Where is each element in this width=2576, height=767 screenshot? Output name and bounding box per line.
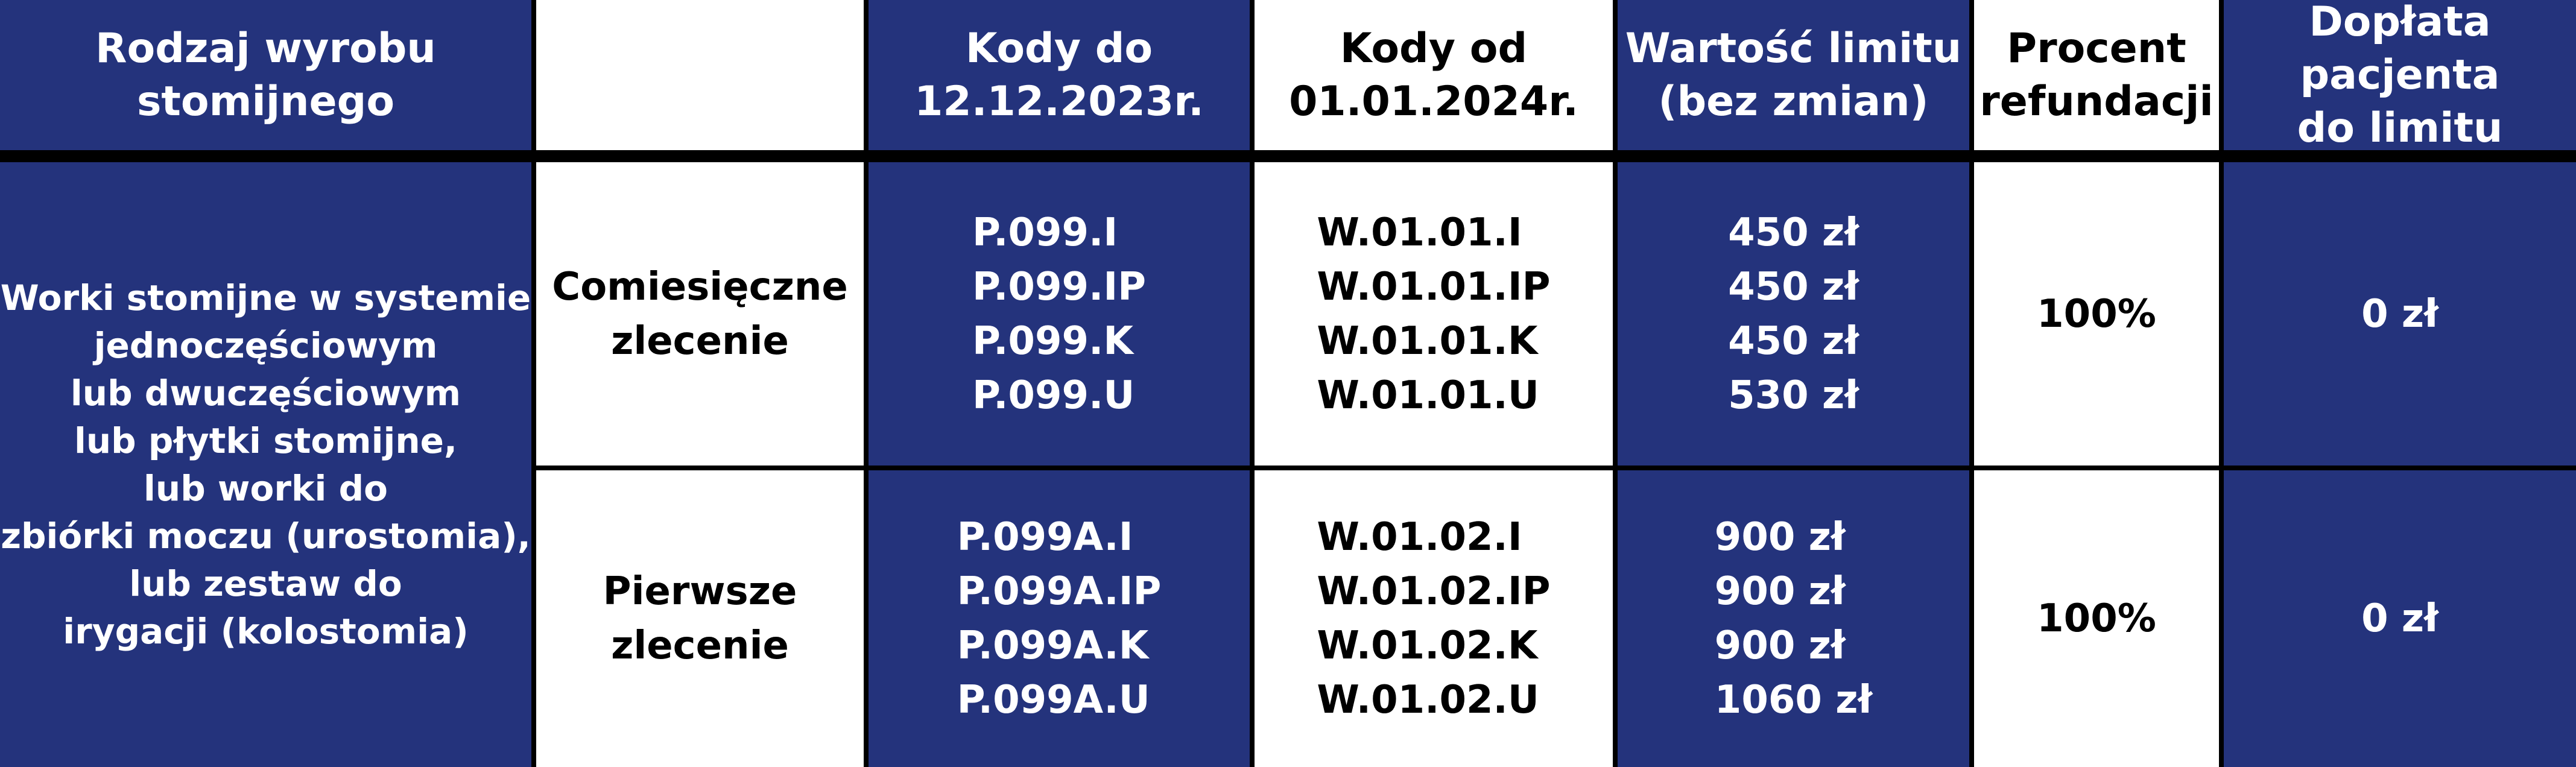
text-line: Rodzaj wyrobu (95, 24, 436, 72)
copay-cell: 0 zł (2224, 162, 2576, 466)
text-line: P.099A.U (957, 678, 1150, 722)
text-line: zlecenie (611, 318, 789, 364)
text-line: Pierwsze (603, 569, 797, 614)
text-line: zlecenie (611, 623, 789, 668)
text-line: lub worki do (144, 467, 388, 509)
header-cell (536, 0, 864, 150)
text-line: 1060 zł (1714, 678, 1873, 722)
codes-cell: W.01.01.I W.01.01.IP W.01.01.K W.01.01.U (1255, 162, 1613, 466)
header-cell: Kody do 12.12.2023r. (869, 0, 1250, 150)
codes-cell: P.099A.I P.099A.IP P.099A.K P.099A.U (869, 470, 1250, 767)
text-line: 100% (2037, 596, 2156, 641)
description-cell: Worki stomijne w systemie jednoczęściowym… (0, 162, 531, 767)
cell-text: Kody do 12.12.2023r. (914, 22, 1204, 128)
refund-cell: 100% (1974, 470, 2219, 767)
text-line: (bez zmian) (1658, 77, 1929, 125)
text-line: 0 zł (2361, 291, 2438, 336)
text-line: 100% (2037, 291, 2156, 336)
text-line: P.099.U (972, 373, 1135, 418)
cell-text: P.099.I P.099.IP P.099.K P.099.U (972, 206, 1146, 423)
cell-text: Pierwsze zlecenie (603, 564, 797, 673)
header-cell: Rodzaj wyrobu stomijnego (0, 0, 531, 150)
text-line: 450 zł (1728, 210, 1859, 255)
cell-text: 450 zł 450 zł 450 zł 530 zł (1728, 206, 1859, 423)
text-line: P.099.I (972, 210, 1118, 255)
text-line: W.01.02.IP (1317, 569, 1551, 614)
header-cell: Kody od 01.01.2024r. (1255, 0, 1613, 150)
cell-text: 100% (2037, 287, 2156, 341)
cell-text: Procent refundacji (1979, 22, 2214, 128)
text-line: lub zestaw do (129, 563, 402, 604)
text-line: P.099A.IP (957, 569, 1162, 614)
cell-text: Comiesięczne zlecenie (552, 260, 848, 368)
cell-text: Kody od 01.01.2024r. (1289, 22, 1578, 128)
text-line: P.099.IP (972, 264, 1147, 309)
order-type: Pierwsze zlecenie (536, 470, 864, 767)
order-type: Comiesięczne zlecenie (536, 162, 864, 466)
text-line: Wartość limitu (1625, 24, 1962, 72)
text-line: irygacji (kolostomia) (63, 610, 469, 652)
text-line: W.01.01.IP (1317, 264, 1551, 309)
cell-text: 0 zł (2361, 592, 2438, 646)
text-line: do limitu (2297, 104, 2503, 152)
refund-cell: 100% (1974, 162, 2219, 466)
text-line: W.01.01.I (1317, 210, 1522, 255)
copay-cell: 0 zł (2224, 470, 2576, 767)
text-line: zbiórki moczu (urostomia), (1, 515, 531, 557)
text-line: W.01.01.U (1317, 373, 1539, 418)
cell-text: 100% (2037, 592, 2156, 646)
text-line: lub dwuczęściowym (70, 372, 461, 414)
codes-cell: P.099.I P.099.IP P.099.K P.099.U (869, 162, 1250, 466)
cell-text: W.01.01.I W.01.01.IP W.01.01.K W.01.01.U (1317, 206, 1550, 423)
text-line: stomijnego (136, 77, 395, 125)
text-line: W.01.01.K (1317, 318, 1538, 364)
text-line: Procent (2007, 24, 2186, 72)
cell-text: W.01.02.I W.01.02.IP W.01.02.K W.01.02.U (1317, 510, 1550, 727)
codes-cell: W.01.02.I W.01.02.IP W.01.02.K W.01.02.U (1255, 470, 1613, 767)
text-line: lub płytki stomijne, (74, 420, 458, 461)
text-line: Dopłata pacjenta (2300, 0, 2500, 99)
cell-text: Worki stomijne w systemie jednoczęściowym… (1, 274, 531, 655)
limit-cell: 900 zł 900 zł 900 zł 1060 zł (1618, 470, 1969, 767)
cell-text: P.099A.I P.099A.IP P.099A.K P.099A.U (957, 510, 1162, 727)
text-line: 900 zł (1714, 515, 1846, 560)
text-line: P.099A.I (957, 515, 1133, 560)
text-line: 450 zł (1728, 318, 1859, 364)
text-line: P.099A.K (957, 623, 1149, 668)
text-line: Worki stomijne w systemie (0, 277, 531, 318)
text-line: Kody do (965, 24, 1153, 72)
text-line: jednoczęściowym (93, 324, 438, 366)
header-cell: Procent refundacji (1974, 0, 2219, 150)
text-line: 900 zł (1714, 623, 1846, 668)
header-cell: Dopłata pacjenta do limitu (2224, 0, 2576, 152)
cell-text: Wartość limitu (bez zmian) (1625, 22, 1961, 128)
text-line: W.01.02.K (1317, 623, 1538, 668)
text-line: Kody od (1340, 24, 1528, 72)
header-cell: Wartość limitu (bez zmian) (1618, 0, 1969, 150)
cell-text: 0 zł (2361, 287, 2438, 341)
limit-cell: 450 zł 450 zł 450 zł 530 zł (1618, 162, 1969, 466)
text-line: 0 zł (2361, 596, 2438, 641)
text-line: 450 zł (1728, 264, 1859, 309)
text-line: refundacji (1979, 77, 2214, 125)
cell-text: 900 zł 900 zł 900 zł 1060 zł (1715, 510, 1872, 727)
cell-text: Dopłata pacjenta do limitu (2224, 0, 2576, 155)
text-line: 01.01.2024r. (1289, 77, 1578, 125)
text-line: 12.12.2023r. (914, 77, 1204, 125)
text-line: 530 zł (1728, 373, 1859, 418)
text-line: Comiesięczne (552, 264, 848, 309)
text-line: W.01.02.U (1317, 678, 1539, 722)
text-line: 900 zł (1714, 569, 1846, 614)
text-line: P.099.K (972, 318, 1133, 364)
cell-text: Rodzaj wyrobu stomijnego (95, 22, 436, 128)
text-line: W.01.02.I (1317, 515, 1522, 560)
